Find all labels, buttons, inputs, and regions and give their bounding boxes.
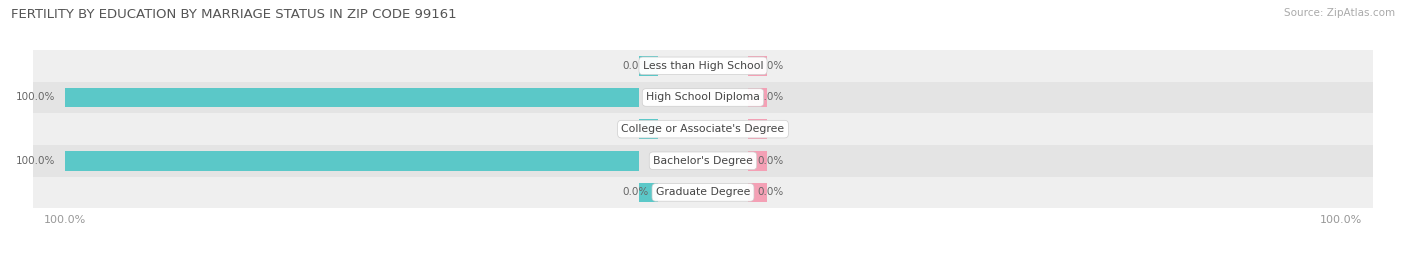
Bar: [748, 88, 766, 107]
Text: 0.0%: 0.0%: [758, 124, 783, 134]
Text: Less than High School: Less than High School: [643, 61, 763, 71]
Bar: [34, 145, 1372, 176]
Bar: [34, 113, 1372, 145]
Text: 0.0%: 0.0%: [623, 187, 648, 197]
Text: 0.0%: 0.0%: [623, 124, 648, 134]
Bar: [34, 50, 1372, 82]
Bar: [748, 183, 766, 202]
Text: Graduate Degree: Graduate Degree: [655, 187, 751, 197]
Bar: [640, 56, 658, 76]
Bar: [640, 183, 658, 202]
Text: Source: ZipAtlas.com: Source: ZipAtlas.com: [1284, 8, 1395, 18]
Bar: [65, 88, 640, 107]
Bar: [640, 119, 658, 139]
Text: FERTILITY BY EDUCATION BY MARRIAGE STATUS IN ZIP CODE 99161: FERTILITY BY EDUCATION BY MARRIAGE STATU…: [11, 8, 457, 21]
Text: College or Associate's Degree: College or Associate's Degree: [621, 124, 785, 134]
Text: 100.0%: 100.0%: [15, 156, 55, 166]
Bar: [65, 151, 640, 171]
Text: 100.0%: 100.0%: [15, 93, 55, 102]
Bar: [748, 119, 766, 139]
Text: 0.0%: 0.0%: [758, 93, 783, 102]
Text: 0.0%: 0.0%: [758, 187, 783, 197]
Bar: [748, 151, 766, 171]
Legend: Married, Unmarried: Married, Unmarried: [617, 266, 789, 269]
Bar: [34, 82, 1372, 113]
Bar: [34, 176, 1372, 208]
Text: Bachelor's Degree: Bachelor's Degree: [652, 156, 754, 166]
Text: 0.0%: 0.0%: [758, 61, 783, 71]
Text: High School Diploma: High School Diploma: [647, 93, 759, 102]
Text: 0.0%: 0.0%: [758, 156, 783, 166]
Bar: [748, 56, 766, 76]
Text: 0.0%: 0.0%: [623, 61, 648, 71]
